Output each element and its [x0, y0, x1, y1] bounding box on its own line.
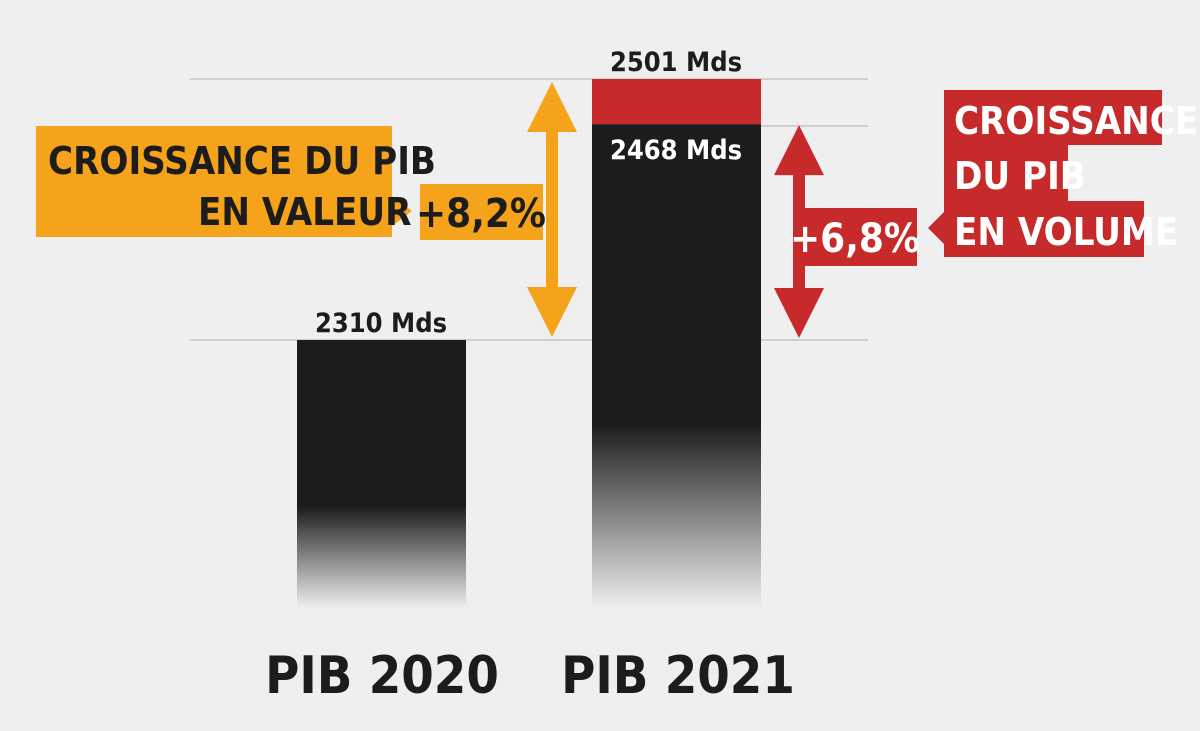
value-growth-annotation: CROISSANCE DU PIB EN VALEUR +8,2%: [36, 82, 577, 337]
volume-growth-line-3: EN VOLUME: [954, 210, 1178, 254]
value-growth-pct-box: [420, 184, 543, 240]
volume-growth-pct: +6,8%: [790, 216, 920, 262]
value-growth-box: [36, 126, 392, 237]
volume-growth-annotation: +6,8% CROISSANCE DU PIB EN VOLUME: [774, 90, 1198, 338]
volume-growth-pointer: [928, 210, 946, 246]
volume-growth-line-2: DU PIB: [954, 154, 1086, 198]
volume-growth-box-1: [944, 90, 1162, 145]
bar-value-label-2020: 2310 Mds: [315, 308, 447, 339]
volume-growth-pct-box: [793, 208, 917, 266]
volume-growth-line-1: CROISSANCE: [954, 99, 1198, 143]
category-label-2021: PIB 2021: [561, 646, 795, 706]
value-growth-pct: +8,2%: [416, 191, 546, 237]
bar-value-label-2021: 2468 Mds: [610, 135, 742, 166]
value-growth-line-1: CROISSANCE DU PIB: [48, 139, 436, 183]
bar-pib-2020: [297, 340, 466, 608]
bar-pib-2021-stacked: [592, 79, 761, 125]
volume-growth-box-3: [944, 201, 1144, 257]
value-growth-line-2: EN VALEUR: [198, 190, 411, 234]
value-growth-pointer: [392, 196, 412, 226]
bar-pib-2021: [592, 124, 761, 608]
volume-growth-box-2: [944, 145, 1068, 201]
category-label-2020: PIB 2020: [265, 646, 499, 706]
value-growth-arrow: [527, 82, 577, 337]
bar-value-label-2021-stacked: 2501 Mds: [610, 47, 742, 78]
